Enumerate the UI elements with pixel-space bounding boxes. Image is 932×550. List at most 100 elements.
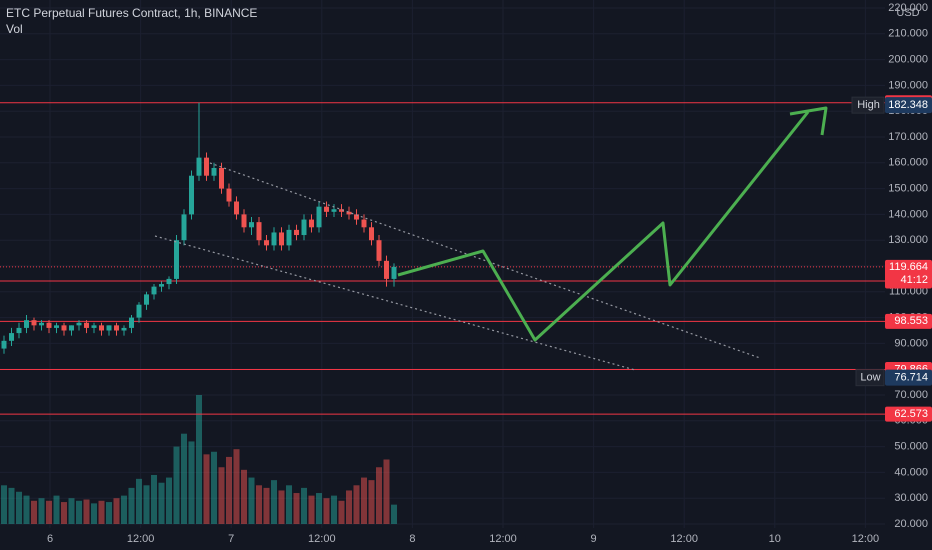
volume-bar: [1, 485, 7, 524]
candle-body: [241, 214, 247, 228]
volume-bar: [316, 493, 322, 524]
candle-body: [69, 325, 74, 331]
volume-bar: [248, 477, 255, 524]
volume-bar: [233, 449, 240, 524]
channel-line: [154, 235, 636, 371]
marker-value-box: [885, 97, 932, 114]
volume-bar: [368, 480, 375, 524]
candle-body: [256, 222, 262, 241]
candle-body: [9, 333, 14, 341]
candle-body: [1, 340, 7, 349]
candle-body: [166, 278, 172, 285]
projection-arrow: [397, 111, 810, 342]
price-tag-label: 62.573: [894, 408, 928, 420]
candle-body: [46, 322, 52, 328]
volume-bar: [301, 487, 307, 524]
volume-bar: [136, 478, 142, 524]
candle-body: [211, 167, 217, 176]
channel-line: [209, 162, 761, 359]
volume-bar: [346, 490, 352, 524]
price-tag-label: 119.664: [889, 261, 928, 273]
y-tick-label: 150.000: [888, 183, 928, 195]
marker-value: 76.714: [894, 372, 928, 384]
volume-bar: [158, 482, 165, 524]
x-tick-label: 10: [769, 533, 781, 545]
volume-bar: [83, 499, 90, 524]
volume-bar: [38, 498, 45, 524]
volume-bar: [16, 491, 22, 524]
volume-bar: [143, 485, 150, 524]
x-tick-label: 12:00: [489, 533, 517, 545]
volume-bar: [286, 485, 292, 524]
candle-body: [189, 175, 194, 215]
x-tick-label: 6: [47, 533, 53, 545]
y-tick-label: 190.000: [888, 79, 928, 91]
candle-body: [316, 206, 322, 228]
candle-body: [331, 209, 337, 212]
price-tag-label: 98.553: [894, 315, 928, 327]
y-tick-label: 90.000: [894, 337, 928, 349]
y-tick-label: 170.000: [888, 131, 928, 143]
volume-bar: [361, 477, 367, 524]
y-tick-label: 140.000: [888, 208, 928, 220]
marker-name-box: [851, 96, 885, 114]
volume-bar: [121, 495, 127, 524]
currency-label: USD: [896, 7, 919, 19]
candle-body: [301, 219, 307, 236]
candle-body: [129, 317, 134, 328]
candle-body: [204, 157, 209, 176]
y-tick-label: 30.000: [894, 492, 928, 504]
candle-body: [61, 325, 67, 331]
x-tick-label: 7: [228, 533, 234, 545]
volume-bar: [98, 500, 105, 524]
candle-body: [279, 232, 284, 246]
candle-body: [91, 325, 97, 328]
candle-body: [54, 325, 59, 328]
candle-body: [324, 206, 329, 212]
y-tick-label: 200.000: [888, 54, 928, 66]
volume-bar: [263, 487, 270, 524]
candle-body: [39, 322, 44, 326]
volume-bar: [46, 500, 52, 524]
marker-name-box: [855, 369, 885, 387]
candle-body: [16, 327, 22, 334]
y-tick-label: 50.000: [894, 441, 928, 453]
volume-bar: [188, 441, 195, 524]
y-tick-label: 130.000: [888, 234, 928, 246]
candle-body: [294, 229, 299, 236]
x-tick-label: 8: [409, 533, 415, 545]
candle-body: [31, 320, 37, 326]
candle-body: [151, 286, 157, 295]
candle-body: [286, 229, 292, 246]
volume-bar: [323, 498, 330, 524]
candle-body: [219, 167, 224, 189]
tag-layer: 183.271114.17298.55379.86662.573119.6644…: [851, 95, 932, 422]
volume-bar: [256, 485, 262, 524]
candle-body: [339, 209, 344, 212]
volume-bar: [218, 467, 225, 524]
grid-layer: [0, 0, 885, 528]
marker-value: 182.348: [888, 99, 928, 111]
candle-body: [249, 222, 254, 228]
candle-body: [226, 188, 232, 202]
volume-bar: [353, 485, 360, 524]
arrow-head: [789, 106, 828, 136]
candle-body: [159, 284, 164, 287]
countdown-label: 41:12: [900, 274, 928, 286]
candle-body: [271, 232, 277, 246]
y-tick-label: 220.000: [888, 2, 928, 14]
candle-body: [121, 327, 127, 331]
volume-bar: [293, 493, 300, 524]
volume-bar: [271, 480, 277, 524]
candle-body: [114, 325, 119, 331]
volume-bar: [113, 498, 120, 524]
volume-bar: [196, 395, 202, 524]
volume-bar: [61, 502, 67, 524]
candle-body: [309, 219, 314, 228]
volume-bar: [226, 456, 232, 524]
candle-body: [144, 294, 149, 305]
volume-bar: [211, 451, 217, 524]
candle-body: [136, 304, 142, 318]
x-tick-label: 9: [591, 533, 597, 545]
